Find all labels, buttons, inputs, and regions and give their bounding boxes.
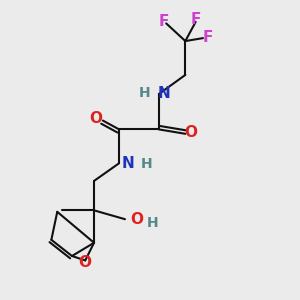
Text: O: O <box>89 111 102 126</box>
Text: F: F <box>190 12 201 27</box>
Text: H: H <box>138 86 150 100</box>
Text: N: N <box>122 156 134 171</box>
Text: H: H <box>147 216 159 230</box>
Text: F: F <box>159 14 169 28</box>
Text: F: F <box>203 30 214 45</box>
Text: O: O <box>79 255 92 270</box>
Text: H: H <box>141 157 152 171</box>
Text: O: O <box>130 212 143 227</box>
Text: N: N <box>158 86 171 101</box>
Text: O: O <box>184 125 197 140</box>
